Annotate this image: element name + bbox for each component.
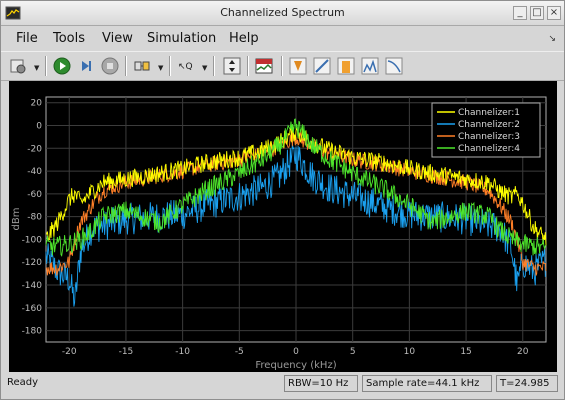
status-ready: Ready [7,377,39,388]
y-tick-label: -80 [27,213,42,223]
legend-entry-3: Channelizer:3 [458,132,520,142]
status-time: T=24.985 [496,375,558,392]
stop-icon[interactable] [99,55,121,77]
toolbar-separator [169,56,171,76]
menu-simulation[interactable]: Simulation [147,31,217,46]
y-tick-label: 0 [36,121,42,131]
x-tick-label: -15 [119,347,134,357]
status-rbw: RBW=10 Hz [284,375,358,392]
y-tick-label: -180 [22,327,43,337]
spectrum-chart[interactable]: -20 -15 -10 -5 0 5 10 15 20 20 0 -20 -40 -60 -80 -100 -1… [9,81,557,372]
signal-dropdown-icon[interactable]: ▼ [158,64,164,72]
scale-axes-icon[interactable] [221,55,243,77]
series-line-1 [45,124,547,246]
cursor-measurements-icon[interactable] [287,55,309,77]
menu-help[interactable]: Help [229,31,259,46]
y-tick-label: -100 [22,235,43,245]
status-sample-rate: Sample rate=44.1 kHz [362,375,492,392]
x-tick-label: 0 [293,347,299,357]
legend-entry-2: Channelizer:2 [458,120,520,130]
x-tick-label: 20 [517,347,529,357]
x-tick-label: -10 [175,347,190,357]
y-tick-label: -20 [27,144,42,154]
settings-icon[interactable] [7,55,29,77]
distortion-icon[interactable] [359,55,381,77]
x-tick-label: -5 [235,347,244,357]
x-tick-label: 10 [404,347,416,357]
spectrum-plot-area[interactable]: -20 -15 -10 -5 0 5 10 15 20 20 0 -20 -40 -60 -80 -100 -1… [9,81,557,372]
menu-tools[interactable]: Tools [53,31,86,46]
toolbar-separator [213,56,215,76]
tick-labels: -20 -15 -10 -5 0 5 10 15 20 20 0 -20 -40 -60 -80 -100 -1… [22,99,529,357]
x-tick-label: 15 [460,347,471,357]
channel-measurements-icon[interactable] [335,55,357,77]
minimize-button[interactable]: _ [513,6,527,20]
toolbar: ▼ ▼ ↖Q ▼ [1,51,564,81]
zoom-dropdown-icon[interactable]: ▼ [202,64,208,72]
y-axis-label: dBm [11,208,22,231]
peak-finder-icon[interactable] [311,55,333,77]
legend-entry-4: Channelizer:4 [458,144,520,154]
toolbar-separator [281,56,283,76]
toolbar-separator [45,56,47,76]
series-lines [45,118,547,307]
maximize-button[interactable]: □ [530,6,544,20]
x-tick-label: 5 [350,347,356,357]
legend-entry-1: Channelizer:1 [458,108,520,118]
status-bar: Ready RBW=10 Hz Sample rate=44.1 kHz T=2… [1,373,564,399]
y-tick-label: -140 [22,281,43,291]
legend: Channelizer:1 Channelizer:2 Channelizer:… [431,102,541,158]
menu-file[interactable]: File [16,31,38,46]
x-axis-label: Frequency (kHz) [255,360,336,371]
window-title: Channelized Spectrum [220,6,345,19]
menu-view[interactable]: View [102,31,133,46]
close-button[interactable]: × [547,6,561,20]
y-tick-label: 20 [31,99,43,109]
settings-dropdown-icon[interactable]: ▼ [34,64,40,72]
highlight-icon[interactable]: ↖Q [175,55,197,77]
dock-arrow-icon[interactable]: ↘ [548,34,556,44]
series-line-4 [45,118,547,257]
scope-app-icon [5,6,21,20]
ccdf-icon[interactable] [383,55,405,77]
y-tick-label: -40 [27,167,42,177]
x-tick-label: -20 [62,347,77,357]
svg-text:↖Q: ↖Q [178,62,193,72]
toolbar-separator [125,56,127,76]
y-tick-label: -120 [22,258,43,268]
title-bar: Channelized Spectrum _ □ × [1,1,564,26]
y-tick-label: -60 [27,190,42,200]
toolbar-separator [247,56,249,76]
menu-bar: File Tools View Simulation Help ↘ [1,26,564,50]
signal-selection-icon[interactable] [131,55,153,77]
spectrum-settings-icon[interactable] [253,55,275,77]
series-line-2 [45,143,547,307]
step-forward-icon[interactable] [75,55,97,77]
y-tick-label: -160 [22,304,43,314]
run-icon[interactable] [51,55,73,77]
